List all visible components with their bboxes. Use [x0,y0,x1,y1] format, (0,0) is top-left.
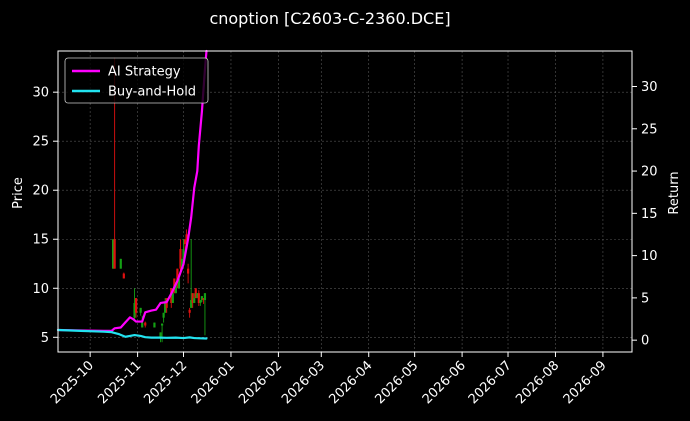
candle-body [133,302,136,318]
candle-body [174,283,177,294]
candle-body [182,249,185,259]
ai-strategy-line [56,49,208,332]
candle-body [160,323,164,326]
y-left-tick-label: 25 [32,135,49,150]
y-left-tick-label: 20 [32,184,49,199]
candle-body [119,258,122,269]
candle-body [144,322,147,326]
candle-body [193,298,196,303]
candle-body [134,298,138,313]
legend-entry-label: Buy-and-Hold [108,85,196,100]
candle-body [180,258,184,269]
y-axis-left-label: Price [11,177,26,209]
buy-and-hold-line [56,328,208,340]
x-tick-label: 2026-02 [236,358,285,407]
legend: AI Strategy Buy-and-Hold [64,57,209,104]
y-right-tick-label: 0 [641,334,649,349]
y-right-tick-label: 5 [641,291,649,306]
legend-entry-label: AI Strategy [108,65,181,80]
y-right-tick-label: 15 [641,207,658,222]
y-right-tick-label: 10 [641,249,658,264]
y-left-tick-label: 10 [32,282,49,297]
candle-body [113,239,116,269]
plot-frame [57,50,633,353]
x-tick-label: 2026-01 [189,358,238,407]
x-tick-label: 2026-07 [466,358,515,407]
candle-body [153,322,156,328]
y-right-tick-label: 25 [641,122,658,137]
candle-body [203,293,207,301]
x-tick-label: 2026-04 [327,358,376,407]
candle-body [196,293,199,299]
candle-body [179,249,182,269]
x-tick-label: 2025-11 [95,358,144,407]
candlestick-series [112,57,207,343]
x-tick-label: 2026-08 [513,358,562,407]
candle-body [194,288,197,299]
candle-body [202,298,205,301]
x-tick-label: 2026-05 [372,358,421,407]
y-left-tick-label: 5 [41,331,49,346]
axes: 2025-102025-112025-122026-012026-022026-… [32,50,658,407]
candle-body [188,309,191,313]
x-tick-label: 2026-03 [279,358,328,407]
candle-body [191,293,194,303]
x-tick-label: 2025-12 [141,358,190,407]
line-series [56,49,208,340]
x-tick-label: 2026-09 [561,358,610,407]
candle-body [159,332,162,338]
candle-body [197,293,200,303]
candle-body [139,307,142,313]
legend-box [64,57,209,104]
candle-body [176,268,179,284]
candle-body [141,322,144,328]
x-tick-label: 2025-10 [48,358,97,407]
candle-body [190,300,193,308]
x-tick-label: 2026-06 [420,358,469,407]
y-axis-right-label: Return [667,171,682,214]
candle-body [122,273,125,279]
candle-body [164,302,167,313]
candle-body [200,296,203,301]
candle-body [199,300,202,303]
candle-body [185,234,188,240]
candle-body [177,278,181,289]
y-right-tick-label: 20 [641,165,658,180]
candle-body [171,293,174,303]
y-left-tick-label: 15 [32,233,49,248]
candle-body [183,239,187,245]
y-right-tick-label: 30 [641,80,658,95]
candle-body [187,268,190,274]
y-left-tick-label: 30 [32,86,49,101]
candle-body [162,312,165,318]
chart-title: cnoption [C2603-C-2360.DCE] [209,9,450,28]
candle-body [112,239,115,269]
